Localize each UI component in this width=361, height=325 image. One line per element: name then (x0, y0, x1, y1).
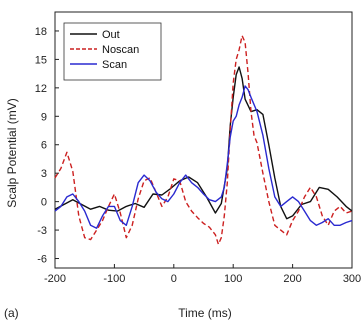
legend-label-noscan: Noscan (102, 44, 139, 56)
y-tick-label: 6 (41, 140, 47, 152)
y-tick-label: 18 (35, 26, 47, 38)
y-tick-label: 12 (35, 83, 47, 95)
y-tick-label: 9 (41, 111, 47, 123)
legend-box (63, 22, 162, 81)
series-line-noscan (54, 35, 353, 245)
x-tick-label: -200 (44, 273, 66, 285)
legend: Out Noscan Scan (63, 22, 162, 81)
axes-frame (54, 11, 353, 269)
x-tick-label: 300 (343, 273, 361, 285)
y-tick-label: -6 (37, 254, 47, 266)
plot-frame (54, 11, 353, 269)
tick-labels: -200 -100 0 100 200 300 -6 -3 0 3 6 9 12 15 18 (35, 26, 361, 285)
y-tick-label: 0 (41, 197, 47, 209)
legend-label-out: Out (102, 29, 120, 41)
y-tick-label: -3 (37, 225, 47, 237)
panel-label: (a) (4, 306, 19, 320)
series-lines (54, 35, 353, 245)
x-tick-label: -100 (103, 273, 125, 285)
x-axis-title: Time (ms) (178, 306, 232, 320)
series-line-out (54, 66, 353, 220)
x-tick-label: 0 (171, 273, 177, 285)
y-tick-label: 3 (41, 168, 47, 180)
legend-label-scan: Scan (102, 59, 127, 71)
series-line-scan (54, 85, 353, 229)
x-tick-label: 100 (224, 273, 242, 285)
y-axis-title: Scalp Potential (mV) (5, 98, 19, 207)
x-tick-label: 200 (283, 273, 301, 285)
y-tick-label: 15 (35, 54, 47, 66)
